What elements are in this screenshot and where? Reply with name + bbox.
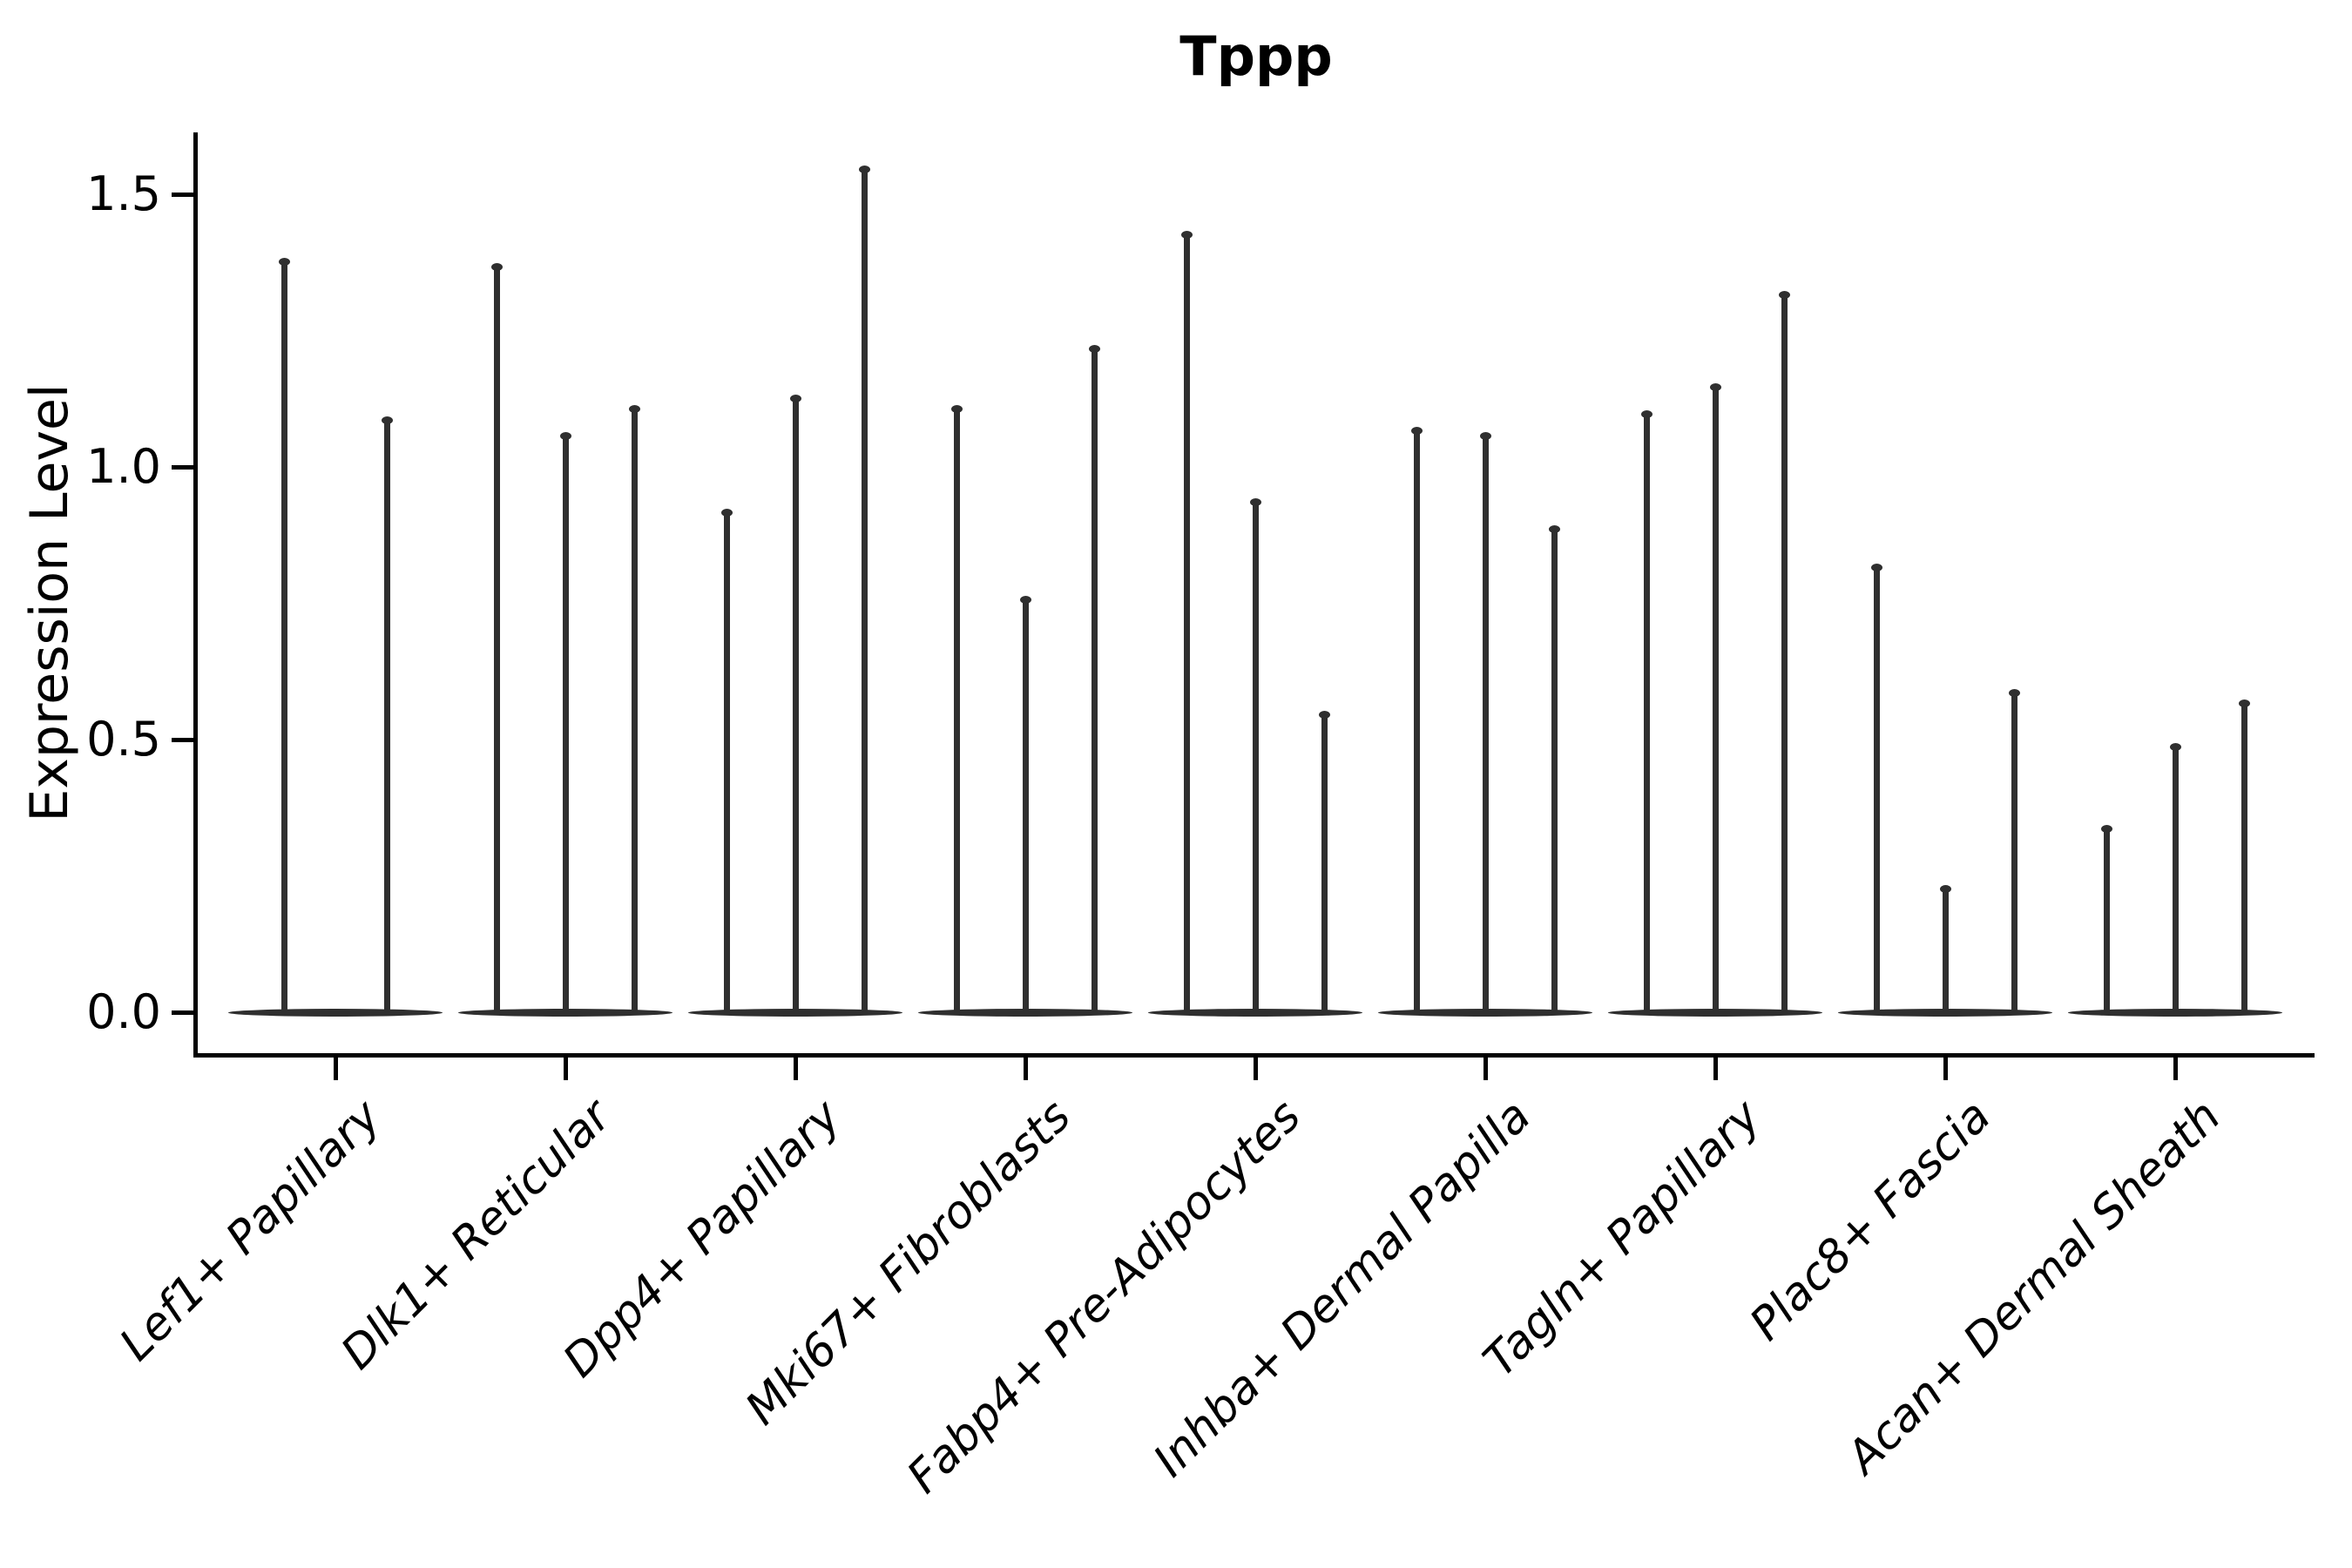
violin-spike-cap bbox=[950, 405, 963, 414]
violin-spike-cap bbox=[1019, 596, 1031, 605]
y-tick bbox=[172, 192, 193, 197]
violin-spike-cap bbox=[1640, 410, 1652, 419]
violin-spike bbox=[280, 260, 287, 1012]
y-axis-line bbox=[193, 132, 198, 1058]
violin-spike bbox=[2011, 690, 2017, 1012]
violin-spike bbox=[1482, 434, 1489, 1012]
y-tick bbox=[172, 464, 193, 470]
violin-spike-cap bbox=[1939, 885, 1951, 894]
y-tick bbox=[172, 737, 193, 742]
y-tick-label: 0.5 bbox=[86, 712, 161, 767]
violin-spike-cap bbox=[720, 509, 733, 517]
violin-spike bbox=[2240, 701, 2247, 1012]
violin-base bbox=[918, 1008, 1133, 1017]
violin-base bbox=[1838, 1008, 2053, 1017]
violin-base bbox=[228, 1008, 443, 1017]
violin-spike-cap bbox=[1180, 230, 1193, 239]
chart-title: Tppp bbox=[1179, 24, 1333, 88]
y-tick-label: 0.0 bbox=[86, 984, 161, 1039]
violin-base bbox=[2068, 1008, 2283, 1017]
x-tick bbox=[333, 1058, 338, 1080]
x-tick bbox=[1253, 1058, 1258, 1080]
x-axis-line bbox=[193, 1053, 2315, 1058]
violin-spike bbox=[1781, 292, 1788, 1012]
x-tick bbox=[793, 1058, 798, 1080]
violin-spike bbox=[1873, 564, 1880, 1012]
violin-spike bbox=[1643, 412, 1650, 1012]
violin-spike bbox=[1551, 526, 1558, 1012]
violin-spike-cap bbox=[490, 263, 503, 272]
violin-spike-cap bbox=[381, 416, 393, 424]
violin-spike bbox=[1321, 712, 1328, 1012]
violin-spike-cap bbox=[1870, 563, 1882, 571]
violin-spike bbox=[723, 510, 730, 1012]
violin-spike-cap bbox=[2008, 688, 2020, 697]
violin-spike bbox=[562, 434, 569, 1012]
violin-spike-cap bbox=[789, 394, 801, 402]
violin-base bbox=[1378, 1008, 1593, 1017]
violin-spike-cap bbox=[559, 432, 571, 441]
x-tick bbox=[1943, 1058, 1948, 1080]
x-tick bbox=[1023, 1058, 1028, 1080]
violin-spike-cap bbox=[2100, 825, 2112, 834]
violin-spike bbox=[1022, 598, 1029, 1012]
violin-spike bbox=[631, 407, 638, 1012]
violin-spike-cap bbox=[1088, 345, 1100, 354]
violin-spike bbox=[1252, 499, 1259, 1012]
violin-spike bbox=[2172, 745, 2179, 1012]
violin-spike-cap bbox=[1479, 432, 1491, 441]
violin-base bbox=[1608, 1008, 1823, 1017]
violin-spike bbox=[2103, 827, 2110, 1012]
x-tick bbox=[2173, 1058, 2178, 1080]
y-axis-label: Expression Level bbox=[19, 383, 80, 822]
y-tick-label: 1.0 bbox=[86, 439, 161, 494]
violin-spike bbox=[953, 407, 960, 1012]
violin-base bbox=[688, 1008, 903, 1017]
violin-spike bbox=[861, 166, 868, 1012]
violin-base bbox=[1148, 1008, 1363, 1017]
violin-spike-cap bbox=[1318, 710, 1330, 719]
violin-spike-cap bbox=[1709, 383, 1721, 392]
violin-spike-cap bbox=[628, 405, 640, 414]
y-tick bbox=[172, 1010, 193, 1015]
violin-base bbox=[458, 1008, 673, 1017]
violin-spike-cap bbox=[858, 165, 870, 173]
x-tick bbox=[1483, 1058, 1488, 1080]
violin-spike bbox=[1183, 232, 1190, 1012]
y-tick-label: 1.5 bbox=[86, 166, 161, 221]
violin-spike bbox=[1712, 385, 1719, 1012]
violin-spike bbox=[1091, 347, 1098, 1012]
violin-spike-cap bbox=[2169, 743, 2181, 752]
violin-spike bbox=[1942, 887, 1949, 1012]
violin-spike-cap bbox=[1249, 497, 1261, 506]
x-tick bbox=[563, 1058, 568, 1080]
violin-spike bbox=[383, 417, 390, 1012]
violin-spike-cap bbox=[278, 258, 290, 267]
violin-spike-cap bbox=[2238, 700, 2250, 708]
x-tick bbox=[1713, 1058, 1718, 1080]
violin-spike bbox=[493, 265, 500, 1012]
violin-spike-cap bbox=[1548, 524, 1560, 533]
violin-spike bbox=[1413, 429, 1420, 1012]
violin-spike-cap bbox=[1778, 290, 1790, 299]
violin-spike-cap bbox=[1410, 427, 1423, 436]
violin-spike bbox=[792, 395, 799, 1012]
